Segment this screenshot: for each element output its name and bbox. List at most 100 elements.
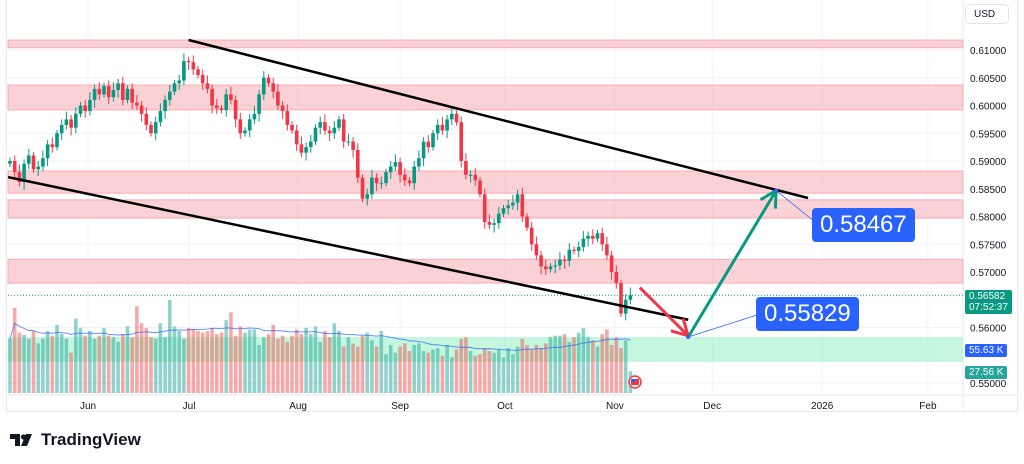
x-tick-label: Jul — [183, 401, 196, 412]
candle-body — [31, 155, 36, 170]
chart-frame — [6, 0, 1018, 412]
volume-bar — [172, 326, 177, 393]
candle-body — [421, 141, 426, 159]
volume-bar — [421, 351, 426, 393]
candle-body — [125, 88, 130, 100]
candle-body — [8, 161, 12, 164]
candle-body — [539, 255, 543, 267]
volume-bar — [497, 349, 501, 393]
candle-body — [135, 102, 139, 106]
candle-body — [309, 141, 313, 148]
brand-name: TradingView — [41, 430, 141, 449]
volume-bar — [247, 329, 252, 393]
candle-body — [558, 259, 562, 266]
candle-body — [520, 194, 525, 217]
volume-bar — [407, 351, 412, 393]
volume-bar — [591, 340, 595, 393]
candle-body — [285, 111, 290, 125]
volume-bar — [276, 338, 280, 393]
candle-body — [327, 130, 332, 134]
volume-bar — [285, 341, 290, 393]
candle-body — [591, 235, 595, 239]
x-tick-label: Oct — [497, 401, 513, 412]
volume-bar — [544, 343, 548, 393]
volume-bar — [27, 338, 31, 393]
candle-body — [595, 233, 600, 239]
volume-bar — [294, 329, 299, 393]
last-price-tag: 0.56582 07:52:37 — [965, 290, 1012, 314]
volume-bar — [41, 338, 45, 393]
volume-bar — [450, 357, 454, 393]
volume-bar — [210, 327, 214, 393]
candle-body — [22, 163, 26, 183]
volume-bar — [539, 348, 543, 393]
volume-bar — [36, 343, 40, 393]
candle-body — [431, 133, 435, 148]
volume-bar — [431, 349, 435, 393]
candle-body — [534, 244, 539, 256]
volume-bar — [379, 331, 384, 393]
volume-bar — [83, 335, 87, 393]
volume-bar — [529, 349, 534, 393]
last-price: 0.56582 — [969, 291, 1006, 302]
volume-bar — [388, 344, 393, 393]
volume-bar — [619, 348, 623, 393]
volume-bar — [233, 335, 238, 393]
candle-body — [92, 88, 97, 100]
candle-body — [435, 124, 440, 134]
volume-bar — [332, 323, 337, 393]
candle-body — [562, 259, 567, 261]
volume-bar — [459, 338, 463, 393]
candle-body — [393, 162, 398, 167]
volume-bar — [384, 354, 388, 393]
y-tick-label: 0.60000 — [970, 102, 1007, 113]
x-tick-label: Sep — [391, 401, 409, 412]
volume-bar — [525, 344, 529, 393]
candle-body — [515, 194, 520, 203]
candle-body — [116, 83, 120, 90]
candle-body — [83, 105, 87, 112]
volume-bar — [605, 329, 609, 393]
candle-body — [229, 94, 233, 100]
candle-body — [332, 127, 337, 134]
volume-bar — [215, 334, 219, 393]
candle-body — [304, 147, 308, 153]
volume-bar — [501, 357, 506, 393]
target-high-callout: 0.58467 — [812, 208, 915, 242]
volume-bar — [121, 334, 125, 393]
volume-bar — [600, 334, 604, 393]
candle-body — [426, 141, 431, 148]
bar-countdown: 07:52:37 — [969, 302, 1008, 313]
candle-body — [459, 122, 463, 161]
candle-body — [619, 283, 623, 314]
candle-body — [266, 77, 271, 84]
volume-bar — [464, 337, 468, 393]
candle-body — [478, 180, 482, 195]
candle-body — [12, 161, 17, 173]
volume-bar — [515, 346, 520, 393]
candle-body — [450, 113, 454, 120]
volume-bar — [548, 337, 553, 393]
resistance-zone — [7, 170, 964, 194]
volume-bar — [558, 335, 562, 393]
tradingview-logo[interactable]: TradingView — [10, 430, 141, 450]
callout-leader — [688, 313, 761, 338]
volume-bar — [290, 335, 294, 393]
volume-bar — [243, 332, 247, 393]
volume-bar — [520, 338, 525, 393]
candle-body — [487, 222, 492, 225]
volume-bar — [102, 327, 106, 393]
currency-button[interactable]: USD — [965, 4, 1009, 24]
volume-bar — [393, 352, 398, 393]
volume-bar — [553, 335, 557, 393]
candle-body — [468, 174, 473, 176]
candle-body — [262, 77, 266, 95]
volume-bar — [323, 331, 327, 393]
candle-body — [36, 166, 40, 170]
volume-bar — [69, 352, 73, 393]
volume-bar — [346, 337, 351, 393]
candle-body — [247, 119, 252, 131]
volume-bar — [482, 348, 487, 393]
volume-bar — [445, 344, 449, 393]
